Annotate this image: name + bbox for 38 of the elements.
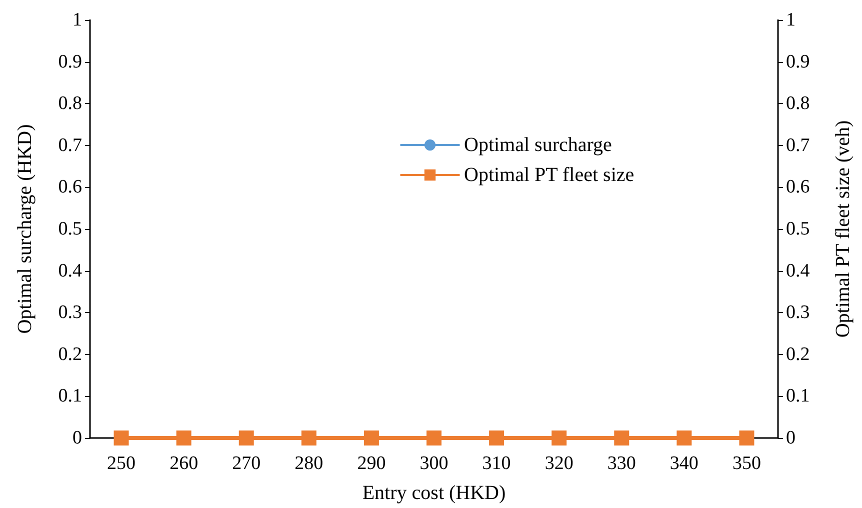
- y2-tick-label: 0: [786, 428, 796, 448]
- y-tick-label: 0.8: [58, 93, 82, 114]
- y2-tick-label: 1: [786, 10, 796, 30]
- y2-tick-label: 0.2: [786, 344, 810, 365]
- y-tick-label: 0.7: [58, 134, 82, 156]
- y-tick-label: 1: [72, 10, 82, 30]
- y2-tick-label: 0.3: [786, 302, 810, 324]
- y2-tick-label: 0.8: [786, 93, 810, 114]
- x-tick-label: 260: [170, 453, 198, 474]
- y2-tick-label: 0.6: [786, 176, 810, 198]
- x-tick-label: 300: [420, 453, 448, 474]
- x-tick-label: 290: [357, 453, 386, 474]
- x-tick-label: 310: [482, 453, 511, 474]
- x-tick-label: 280: [294, 453, 324, 474]
- y-tick-label: 0.9: [58, 51, 82, 72]
- y-tick-label: 0.3: [58, 302, 82, 324]
- y2-tick-label: 0.5: [786, 218, 810, 240]
- x-tick-label: 250: [107, 453, 136, 474]
- y2-axis-title: Optimal PT fleet size (veh): [832, 120, 854, 338]
- y-axis-title: Optimal surcharge (HKD): [14, 124, 36, 334]
- y-tick-label: 0: [72, 428, 82, 448]
- y2-tick-label: 0.4: [786, 260, 810, 282]
- x-tick-label: 340: [670, 453, 698, 474]
- y-tick-label: 0.6: [58, 176, 82, 198]
- y-tick-label: 0.5: [58, 218, 82, 240]
- y-tick-label: 0.4: [58, 260, 82, 282]
- x-axis-title: Entry cost (HKD): [362, 482, 506, 504]
- x-tick-label: 330: [607, 453, 636, 474]
- legend-label: Optimal surcharge: [464, 134, 612, 156]
- y2-tick-label: 0.7: [786, 134, 810, 156]
- legend-label: Optimal PT fleet size: [464, 164, 634, 186]
- y2-tick-label: 0.9: [786, 51, 810, 72]
- y-tick-label: 0.1: [58, 386, 82, 407]
- y-tick-label: 0.2: [58, 344, 82, 365]
- x-tick-label: 350: [732, 453, 761, 474]
- y2-tick-label: 0.1: [786, 386, 810, 407]
- x-tick-label: 320: [544, 453, 574, 474]
- x-tick-label: 270: [232, 453, 261, 474]
